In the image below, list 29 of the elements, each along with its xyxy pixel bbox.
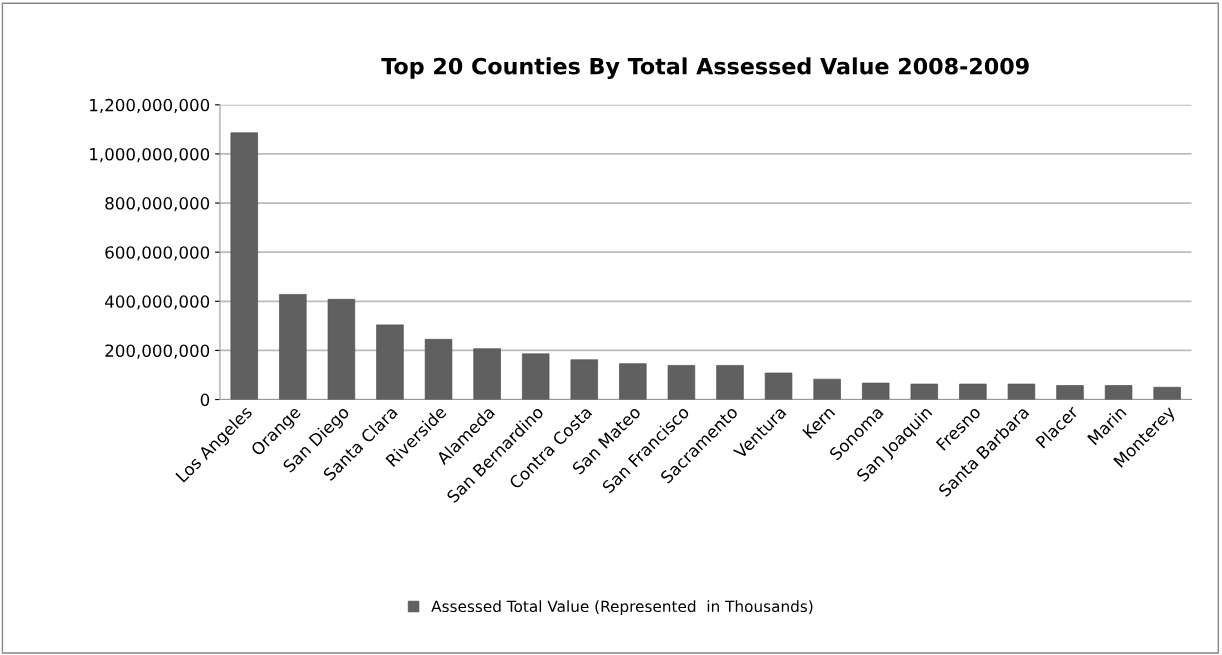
bar — [1007, 383, 1036, 400]
bar — [279, 294, 307, 400]
chart-title: Top 20 Counties By Total Assessed Value 2008-2009 — [381, 57, 1029, 80]
y-tick-label: 200,000,000 — [105, 344, 210, 359]
y-tick-label: 1,200,000,000 — [90, 98, 210, 114]
y-tick-label: 600,000,000 — [105, 246, 210, 261]
bar — [424, 339, 453, 400]
bar — [813, 378, 841, 400]
bar — [619, 363, 647, 400]
bar — [1104, 385, 1133, 400]
bar — [667, 365, 696, 400]
bar — [327, 298, 356, 400]
bar — [1056, 385, 1084, 400]
legend-label: Assessed Total Value (Represented in Thousands) — [431, 600, 813, 616]
bar — [959, 383, 987, 400]
y-tick-label: 0 — [200, 393, 210, 407]
bar — [473, 348, 501, 400]
bar — [764, 372, 793, 400]
bar — [862, 382, 890, 400]
bar — [716, 365, 744, 400]
bar — [521, 353, 550, 400]
bar — [910, 383, 938, 400]
bar — [570, 359, 598, 400]
y-tick-label: 400,000,000 — [105, 295, 210, 310]
y-tick-label: 1,000,000,000 — [90, 147, 210, 163]
bar — [1153, 386, 1181, 400]
bar — [230, 132, 258, 400]
y-tick-label: 800,000,000 — [105, 197, 210, 212]
bar — [376, 324, 404, 400]
